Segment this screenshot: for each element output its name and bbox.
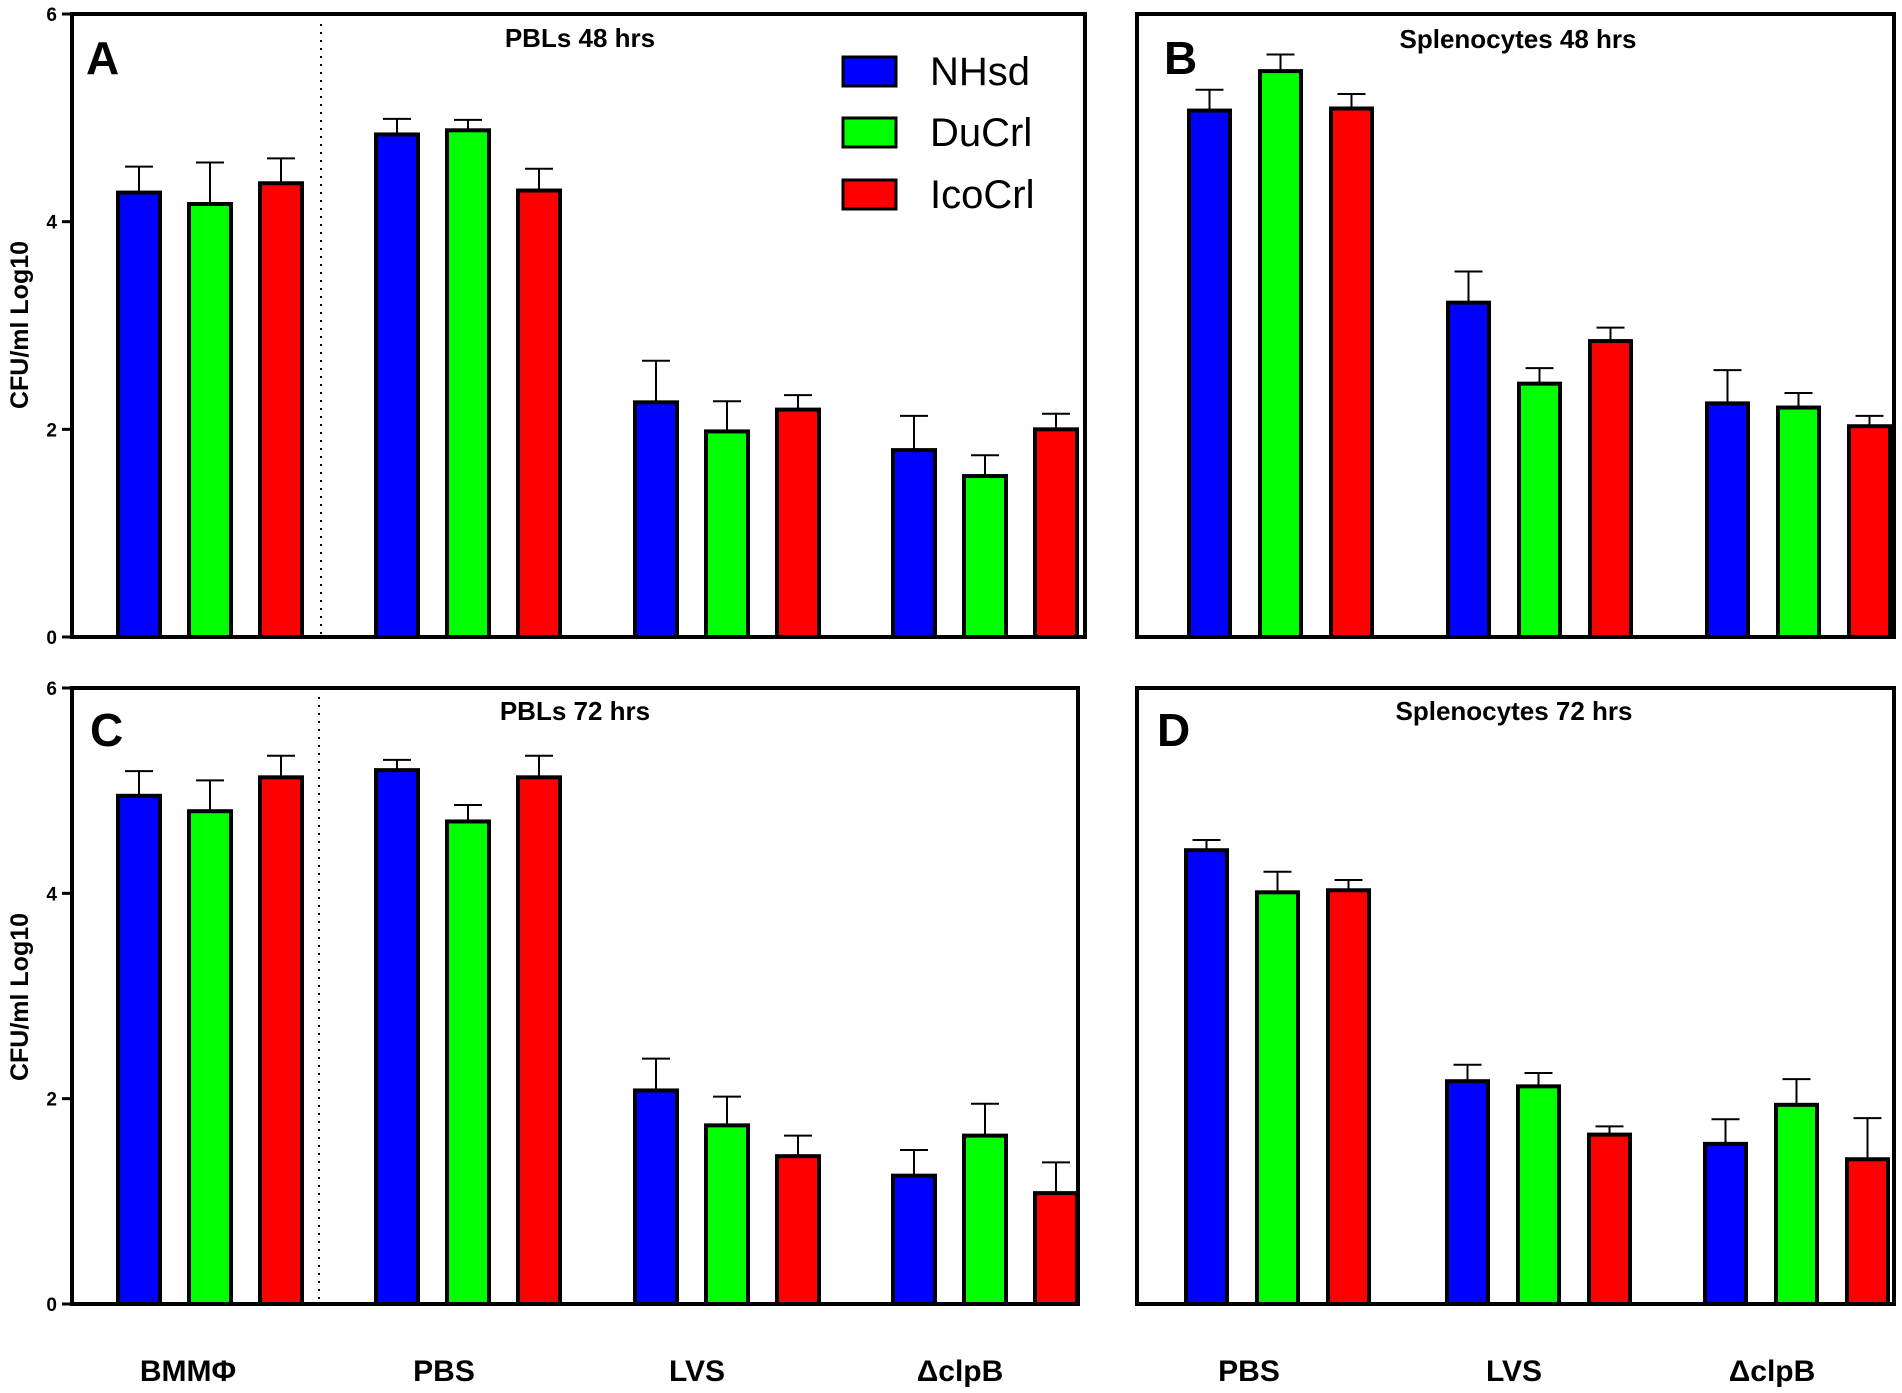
legend: NHsd DuCrl IcoCrl xyxy=(841,50,1034,217)
panel-b-bar-icocrl xyxy=(1588,339,1633,639)
panel-b-bar-nhsd xyxy=(1187,108,1232,639)
panel-b-frame xyxy=(1135,12,1896,639)
panel-c-y-tick-label: 4 xyxy=(46,884,57,905)
category-labels: BMMΦ PBS LVS ΔclpB PBS LVS ΔclpB xyxy=(140,1355,1815,1388)
panel-d-bar-nhsd xyxy=(1184,848,1229,1306)
panel-d-bar-icocrl xyxy=(1326,888,1371,1307)
panel-c-y-axis-label: CFU/ml Log10 xyxy=(6,913,34,1081)
panel-a-bar-nhsd xyxy=(374,132,420,640)
panel-b-bar-icocrl xyxy=(1847,424,1892,639)
panel-a-bar-ducrl xyxy=(187,202,233,639)
panel-a-bar-ducrl xyxy=(445,128,491,639)
panel-b-letter: B xyxy=(1164,32,1197,84)
panel-a-bar-icocrl xyxy=(775,407,821,640)
panel-b-bar-ducrl xyxy=(1517,381,1562,639)
panel-a-title: PBLs 48 hrs xyxy=(505,23,655,53)
legend-swatch-nhsd xyxy=(841,55,898,88)
panel-b-title: Splenocytes 48 hrs xyxy=(1400,24,1637,54)
panel-a-y-axis: 0 2 4 6 xyxy=(46,5,72,649)
panel-c-y-tick-label: 0 xyxy=(46,1295,57,1316)
panel-d-letter: D xyxy=(1157,704,1190,756)
panel-d-bar-nhsd xyxy=(1445,1079,1490,1307)
panel-c-y-tick-label: 6 xyxy=(46,679,57,700)
panel-b-bar-nhsd xyxy=(1705,401,1750,639)
category-label-pbs-left: PBS xyxy=(413,1355,475,1388)
panel-a-pbls-48h: A PBLs 48 hrs 0 2 4 6 CFU/ml Log10 NHsd DuC… xyxy=(6,5,1087,649)
panel-d-bar-ducrl xyxy=(1255,890,1300,1306)
panel-a-bar-icocrl xyxy=(258,181,304,640)
panel-b-bars xyxy=(1187,53,1892,639)
panel-c-y-tick-label: 2 xyxy=(46,1090,57,1111)
panel-a-bar-ducrl xyxy=(704,429,750,639)
panel-b-bar-icocrl xyxy=(1329,106,1374,639)
panel-d-bar-icocrl xyxy=(1845,1157,1890,1306)
panel-c-letter: C xyxy=(90,704,123,756)
panel-b-bar-ducrl xyxy=(1258,69,1303,639)
panel-c-bar-icocrl xyxy=(1033,1191,1079,1306)
legend-swatch-icocrl xyxy=(841,178,898,211)
legend-swatch-ducrl xyxy=(841,116,898,149)
panel-a-letter: A xyxy=(86,32,119,84)
panel-c-bar-nhsd xyxy=(891,1173,937,1306)
panel-c-title: PBLs 72 hrs xyxy=(500,696,650,726)
panel-a-bar-nhsd xyxy=(116,190,162,640)
panel-c-bar-ducrl xyxy=(187,809,233,1306)
panel-c-frame xyxy=(70,686,1080,1306)
panel-c-pbls-72h: C PBLs 72 hrs 0 2 4 6 CFU/ml Log10 xyxy=(6,679,1080,1316)
panel-a-bar-icocrl xyxy=(516,188,562,639)
panel-d-bar-ducrl xyxy=(1774,1102,1819,1306)
panel-d-splenocytes-72h: D Splenocytes 72 hrs xyxy=(1135,686,1896,1307)
panel-c-bar-ducrl xyxy=(445,819,491,1306)
panel-a-bar-nhsd xyxy=(633,400,679,639)
panel-d-frame xyxy=(1135,686,1896,1306)
category-label-clpb-right: ΔclpB xyxy=(1729,1355,1816,1388)
category-label-bmm: BMMΦ xyxy=(140,1355,236,1388)
legend-label-ducrl: DuCrl xyxy=(930,111,1032,155)
panel-a-y-tick-label: 0 xyxy=(46,628,57,649)
panel-a-y-axis-label: CFU/ml Log10 xyxy=(6,241,34,409)
panel-c-bar-ducrl xyxy=(962,1133,1008,1307)
panel-c-bar-nhsd xyxy=(633,1088,679,1307)
panel-a-bar-icocrl xyxy=(1033,427,1079,640)
panel-a-bar-ducrl xyxy=(962,474,1008,639)
panel-d-bar-nhsd xyxy=(1703,1141,1748,1306)
panel-a-frame xyxy=(70,12,1087,639)
legend-label-icocrl: IcoCrl xyxy=(930,173,1034,217)
panel-c-bars xyxy=(116,754,1079,1307)
category-label-clpb-left: ΔclpB xyxy=(917,1355,1004,1388)
panel-d-title: Splenocytes 72 hrs xyxy=(1396,696,1633,726)
panel-c-y-axis: 0 2 4 6 xyxy=(46,679,72,1316)
panel-c-bar-icocrl xyxy=(258,775,304,1306)
panel-b-bar-ducrl xyxy=(1776,405,1821,639)
category-label-lvs-right: LVS xyxy=(1486,1355,1542,1388)
category-label-pbs-right: PBS xyxy=(1218,1355,1280,1388)
panel-b-splenocytes-48h: B Splenocytes 48 hrs xyxy=(1135,12,1896,639)
panel-d-bar-icocrl xyxy=(1587,1132,1632,1306)
panel-c-bar-ducrl xyxy=(704,1123,750,1306)
panel-c-bar-nhsd xyxy=(116,793,162,1306)
panel-b-bar-nhsd xyxy=(1446,300,1491,639)
panel-d-bars xyxy=(1184,838,1890,1307)
panel-a-y-tick-label: 6 xyxy=(46,5,57,26)
category-label-lvs-left: LVS xyxy=(669,1355,725,1388)
panel-c-bar-nhsd xyxy=(374,768,420,1306)
panel-c-bar-icocrl xyxy=(775,1154,821,1307)
panel-d-bar-ducrl xyxy=(1516,1084,1561,1307)
legend-label-nhsd: NHsd xyxy=(930,50,1030,94)
panel-a-y-tick-label: 4 xyxy=(46,213,57,234)
panel-a-y-tick-label: 2 xyxy=(46,420,57,441)
panel-a-bar-nhsd xyxy=(891,448,937,639)
panel-c-bar-icocrl xyxy=(516,775,562,1306)
